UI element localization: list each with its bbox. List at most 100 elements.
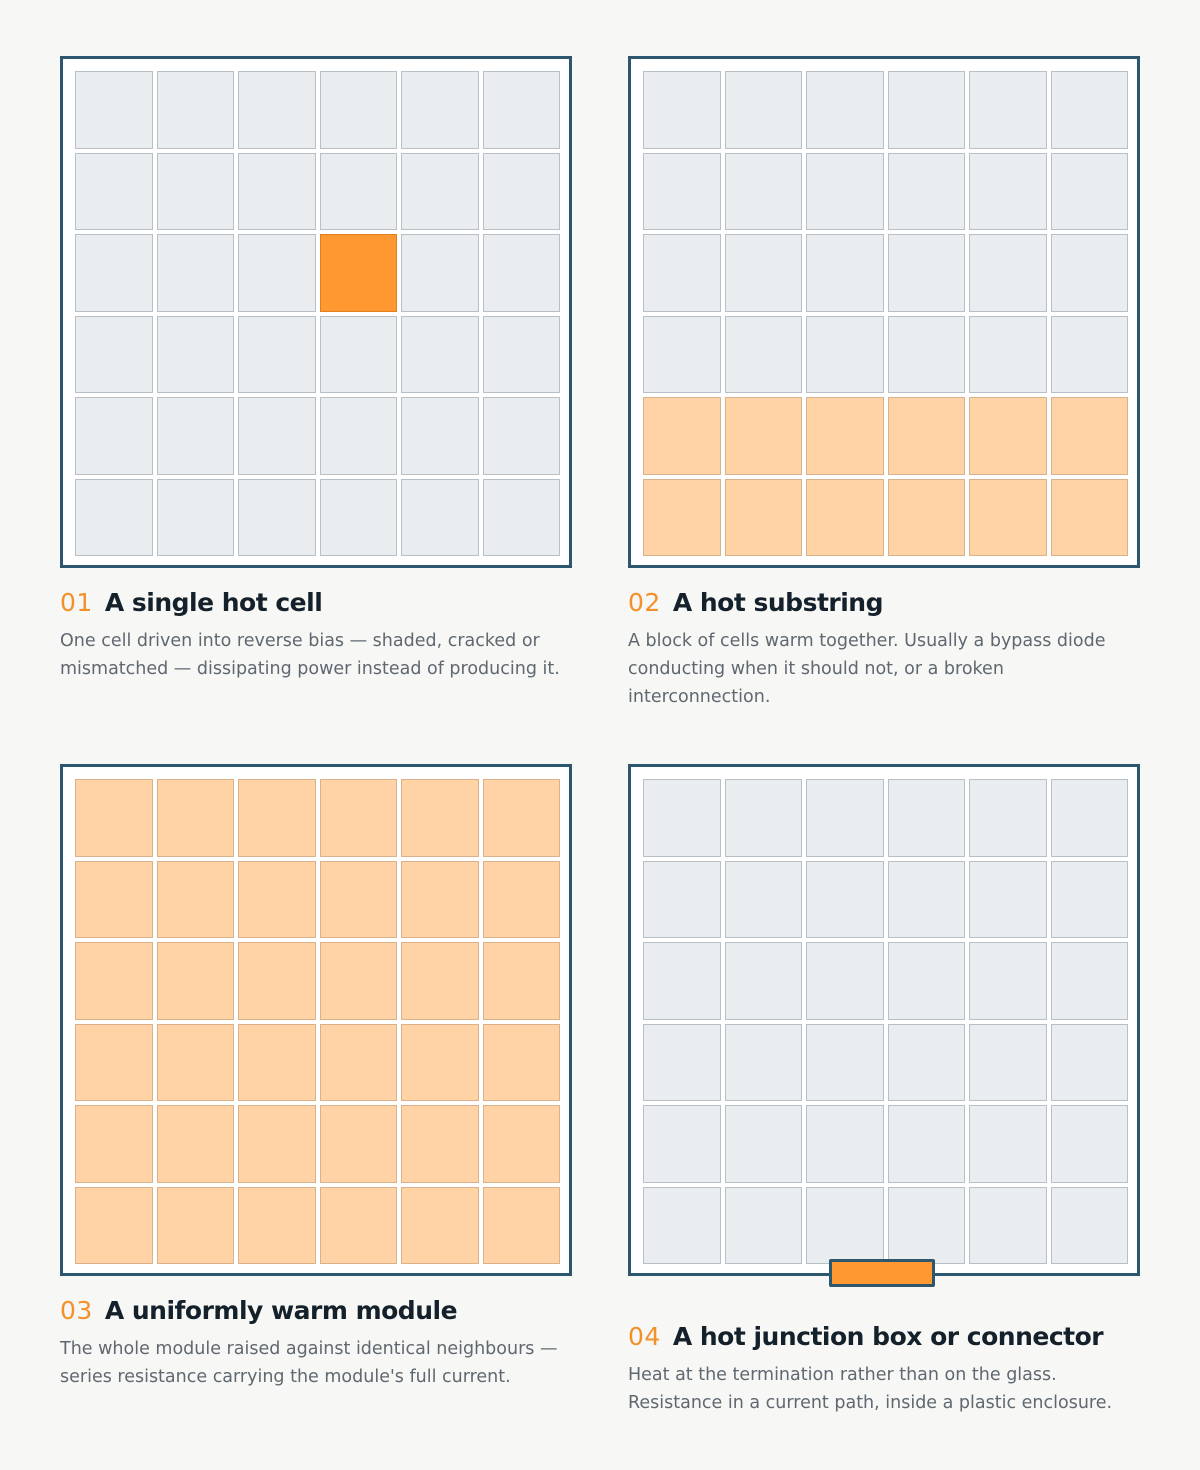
title-row: 02 A hot substring <box>628 588 1140 617</box>
pv-cell <box>887 1186 965 1264</box>
pv-cell-warm <box>156 779 234 857</box>
pv-cell <box>156 315 234 393</box>
pv-cell <box>806 1105 884 1183</box>
cell-grid <box>643 779 1128 1264</box>
case-title: A single hot cell <box>104 588 323 617</box>
pv-cell <box>724 234 802 312</box>
pv-cell <box>969 1186 1047 1264</box>
pv-cell <box>643 234 721 312</box>
pv-cell-warm <box>482 1105 560 1183</box>
pv-cell <box>969 1023 1047 1101</box>
pv-cell <box>724 152 802 230</box>
title-row: 01 A single hot cell <box>60 588 572 617</box>
pv-cell <box>75 152 153 230</box>
pv-cell <box>887 315 965 393</box>
pv-cell-warm <box>401 942 479 1020</box>
pv-cell-warm <box>643 478 721 556</box>
pv-cell <box>887 1105 965 1183</box>
pv-cell <box>1050 71 1128 149</box>
pv-cell <box>724 779 802 857</box>
pv-cell-warm <box>319 942 397 1020</box>
pv-cell-warm <box>401 1023 479 1101</box>
pv-cell-warm <box>238 942 316 1020</box>
pv-cell <box>887 71 965 149</box>
case-title: A uniformly warm module <box>104 1296 458 1325</box>
pv-cell <box>969 942 1047 1020</box>
pv-cell-warm <box>319 860 397 938</box>
title-row: 04 A hot junction box or connector <box>628 1322 1140 1351</box>
pv-cell <box>75 478 153 556</box>
pv-cell <box>1050 1023 1128 1101</box>
pv-cell <box>806 1023 884 1101</box>
pv-cell <box>887 942 965 1020</box>
pv-cell-warm <box>75 1105 153 1183</box>
pv-cell <box>1050 1105 1128 1183</box>
pv-cell-warm <box>156 860 234 938</box>
pv-cell <box>969 234 1047 312</box>
pv-cell <box>1050 860 1128 938</box>
pv-cell <box>724 1186 802 1264</box>
pv-cell <box>724 71 802 149</box>
pv-cell <box>238 234 316 312</box>
case-number: 01 <box>60 588 93 617</box>
pv-cell-warm <box>156 1023 234 1101</box>
pv-cell <box>1050 779 1128 857</box>
pv-cell <box>1050 234 1128 312</box>
pv-cell <box>319 71 397 149</box>
title-row: 03 A uniformly warm module <box>60 1296 572 1325</box>
pv-cell <box>1050 152 1128 230</box>
pv-cell <box>806 942 884 1020</box>
cell-grid <box>75 779 560 1264</box>
pv-cell-warm <box>1050 397 1128 475</box>
pv-cell <box>643 1023 721 1101</box>
pv-cell-warm <box>156 1105 234 1183</box>
pv-cell <box>482 152 560 230</box>
pv-cell <box>806 152 884 230</box>
pv-cell <box>482 234 560 312</box>
case-description: Heat at the termination rather than on t… <box>628 1365 1113 1413</box>
pv-cell <box>887 779 965 857</box>
pv-cell <box>401 152 479 230</box>
caption: 04 A hot junction box or connector Heat … <box>628 1322 1140 1417</box>
pv-cell-warm <box>238 779 316 857</box>
pv-cell <box>969 152 1047 230</box>
pv-cell <box>643 860 721 938</box>
pv-cell <box>482 71 560 149</box>
pv-cell <box>238 315 316 393</box>
pv-cell <box>156 234 234 312</box>
junction-box <box>829 1259 935 1287</box>
pv-cell <box>643 1186 721 1264</box>
pv-cell <box>969 1105 1047 1183</box>
card-uniformly-warm-module: 03 A uniformly warm module The whole mod… <box>60 764 572 1391</box>
pv-cell-warm <box>401 860 479 938</box>
cell-grid <box>643 71 1128 556</box>
pv-cell <box>1050 315 1128 393</box>
pv-cell <box>806 1186 884 1264</box>
pv-cell-warm <box>643 397 721 475</box>
pv-cell <box>401 234 479 312</box>
pv-cell-warm <box>887 478 965 556</box>
pv-cell <box>401 315 479 393</box>
case-number: 02 <box>628 588 661 617</box>
pv-cell <box>643 315 721 393</box>
pv-cell <box>806 234 884 312</box>
pv-cell <box>969 779 1047 857</box>
pv-cell-warm <box>238 1023 316 1101</box>
pv-cell-warm <box>969 397 1047 475</box>
pv-cell-warm <box>1050 478 1128 556</box>
pv-cell <box>643 1105 721 1183</box>
pv-cell-warm <box>806 397 884 475</box>
pv-cell-warm <box>319 779 397 857</box>
card-hot-junction-box: 04 A hot junction box or connector Heat … <box>628 764 1140 1417</box>
solar-module-panel <box>628 764 1140 1287</box>
pv-cell <box>482 478 560 556</box>
pv-cell-warm <box>724 397 802 475</box>
pv-cell <box>887 860 965 938</box>
pv-cell-warm <box>156 942 234 1020</box>
pv-cell <box>319 397 397 475</box>
pv-cell-warm <box>75 1186 153 1264</box>
pv-cell <box>806 779 884 857</box>
pv-cell-warm <box>238 1186 316 1264</box>
pv-cell-warm <box>482 942 560 1020</box>
caption: 02 A hot substring A block of cells warm… <box>628 588 1140 711</box>
